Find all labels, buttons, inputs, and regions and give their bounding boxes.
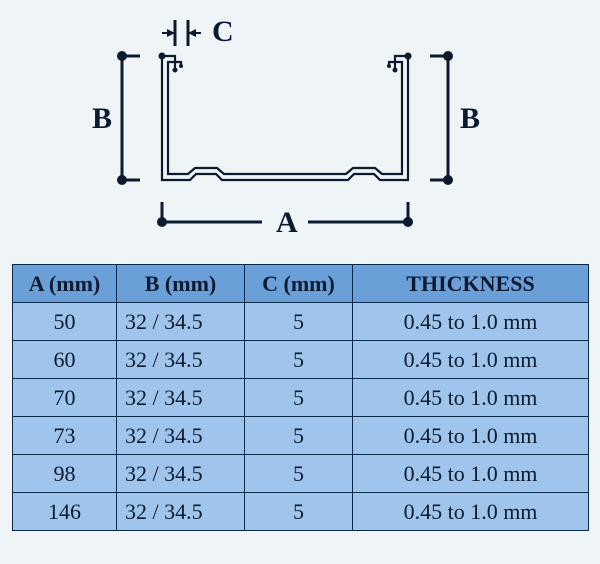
col-header-thickness: THICKNESS <box>353 265 589 303</box>
cell-c: 5 <box>245 455 353 493</box>
table-header-row: A (mm) B (mm) C (mm) THICKNESS <box>13 265 589 303</box>
cell-c: 5 <box>245 303 353 341</box>
dim-c: C <box>162 15 234 48</box>
dim-b-left: B <box>92 51 140 185</box>
dim-c-label: C <box>212 15 234 48</box>
cell-a: 70 <box>13 379 117 417</box>
dim-b-left-label: B <box>92 102 112 135</box>
col-header-c: C (mm) <box>245 265 353 303</box>
dim-a: A <box>157 202 413 239</box>
cell-a: 73 <box>13 417 117 455</box>
cell-thickness: 0.45 to 1.0 mm <box>353 341 589 379</box>
cell-c: 5 <box>245 493 353 531</box>
table-row: 98 32 / 34.5 5 0.45 to 1.0 mm <box>13 455 589 493</box>
table-row: 146 32 / 34.5 5 0.45 to 1.0 mm <box>13 493 589 531</box>
profile-diagram: C B B A <box>12 8 588 258</box>
cell-thickness: 0.45 to 1.0 mm <box>353 303 589 341</box>
table-row: 50 32 / 34.5 5 0.45 to 1.0 mm <box>13 303 589 341</box>
col-header-a: A (mm) <box>13 265 117 303</box>
cell-thickness: 0.45 to 1.0 mm <box>353 379 589 417</box>
cell-a: 98 <box>13 455 117 493</box>
table-row: 60 32 / 34.5 5 0.45 to 1.0 mm <box>13 341 589 379</box>
dim-a-label: A <box>276 206 298 239</box>
cell-b: 32 / 34.5 <box>117 493 245 531</box>
cell-b: 32 / 34.5 <box>117 303 245 341</box>
cell-b: 32 / 34.5 <box>117 379 245 417</box>
col-header-b: B (mm) <box>117 265 245 303</box>
table-row: 73 32 / 34.5 5 0.45 to 1.0 mm <box>13 417 589 455</box>
cell-c: 5 <box>245 417 353 455</box>
dim-b-right: B <box>430 51 480 185</box>
cell-thickness: 0.45 to 1.0 mm <box>353 417 589 455</box>
cell-c: 5 <box>245 341 353 379</box>
cell-thickness: 0.45 to 1.0 mm <box>353 493 589 531</box>
dimensions-table: A (mm) B (mm) C (mm) THICKNESS 50 32 / 3… <box>12 264 589 531</box>
cell-thickness: 0.45 to 1.0 mm <box>353 455 589 493</box>
cell-a: 60 <box>13 341 117 379</box>
cell-b: 32 / 34.5 <box>117 417 245 455</box>
cell-b: 32 / 34.5 <box>117 455 245 493</box>
cell-b: 32 / 34.5 <box>117 341 245 379</box>
cell-c: 5 <box>245 379 353 417</box>
cell-a: 146 <box>13 493 117 531</box>
table-row: 70 32 / 34.5 5 0.45 to 1.0 mm <box>13 379 589 417</box>
dim-b-right-label: B <box>460 102 480 135</box>
profile-shape <box>159 53 412 181</box>
cell-a: 50 <box>13 303 117 341</box>
